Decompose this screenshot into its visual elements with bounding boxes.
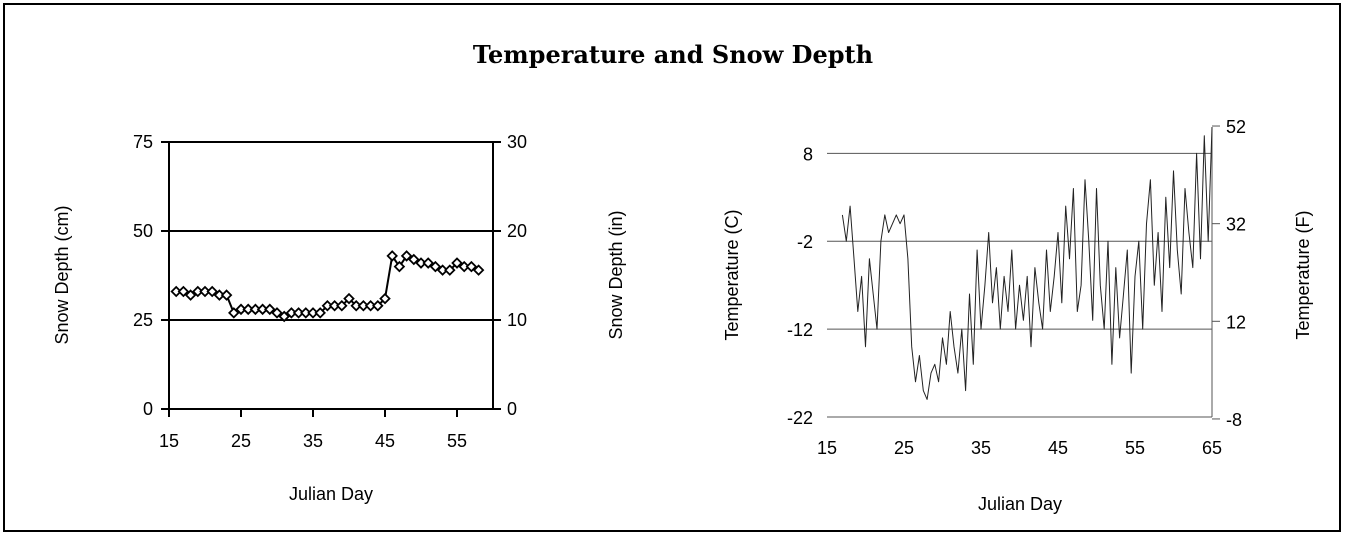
- snow-x-tick-label: 35: [303, 431, 323, 451]
- snow-x-tick-label: 15: [159, 431, 179, 451]
- temp-y2-tick-label: 52: [1226, 117, 1246, 137]
- snow-depth-point: [336, 299, 348, 312]
- temp-x-tick-label: 65: [1202, 438, 1222, 458]
- temp-y-tick-label: 8: [803, 144, 813, 164]
- snow-depth-point: [372, 299, 384, 312]
- snow-y2-axis-title: Snow Depth (in): [606, 210, 626, 339]
- snow-y-tick-label: 75: [133, 132, 153, 152]
- figure-frame: [3, 3, 1341, 532]
- temp-x-tick-label: 55: [1125, 438, 1145, 458]
- snow-depth-point: [429, 260, 442, 273]
- snow-x-tick-label: 55: [447, 431, 467, 451]
- snow-depth-point: [422, 257, 434, 269]
- snow-depth-point: [314, 307, 326, 319]
- snow-depth-point: [386, 250, 398, 262]
- temperature-line: [841, 126, 1213, 400]
- snow-y2-tick-label: 0: [507, 399, 517, 419]
- temp-y-axis-title: Temperature (C): [722, 209, 742, 340]
- snow-y-axis-title: Snow Depth (cm): [52, 205, 72, 344]
- snow-depth-point: [271, 307, 283, 319]
- snow-depth-point: [220, 289, 233, 301]
- snow-x-tick-label: 45: [375, 431, 395, 451]
- temp-y2-tick-label: -8: [1226, 410, 1242, 430]
- snow-y2-tick-label: 20: [507, 221, 527, 241]
- snow-depth-point: [278, 310, 290, 323]
- snow-depth-point: [343, 292, 355, 305]
- temp-x-tick-label: 25: [894, 438, 914, 458]
- snow-y-tick-label: 50: [133, 221, 153, 241]
- snow-depth-point: [451, 257, 463, 269]
- temp-y-tick-label: -2: [797, 232, 813, 252]
- snow-depth-point: [184, 289, 197, 301]
- snow-y2-tick-label: 30: [507, 132, 527, 152]
- snow-depth-point: [264, 303, 276, 316]
- snow-depth-point: [379, 292, 391, 305]
- temp-x-tick-label: 35: [971, 438, 991, 458]
- snow-depth-point: [393, 260, 406, 273]
- snow-depth-point: [408, 253, 420, 266]
- figure-title: Temperature and Snow Depth: [472, 40, 874, 69]
- temp-y-tick-label: -22: [787, 408, 813, 428]
- snow-depth-point: [465, 260, 478, 273]
- snow-x-axis-title: Julian Day: [289, 484, 373, 504]
- snow-y2-tick-label: 10: [507, 310, 527, 330]
- snow-depth-point: [228, 307, 240, 319]
- temp-x-axis-title: Julian Day: [978, 494, 1062, 514]
- snow-depth-point: [444, 264, 456, 276]
- snow-x-tick-label: 25: [231, 431, 251, 451]
- snow-y-tick-label: 0: [143, 399, 153, 419]
- temp-y2-axis-title: Temperature (F): [1293, 210, 1313, 339]
- snow-depth-point: [206, 285, 218, 298]
- temp-y2-tick-label: 12: [1226, 312, 1246, 332]
- temp-y2-tick-label: 32: [1226, 215, 1246, 235]
- snow-depth-point: [472, 264, 485, 276]
- temp-y-tick-label: -12: [787, 320, 813, 340]
- temp-x-tick-label: 45: [1048, 438, 1068, 458]
- temp-x-tick-label: 15: [817, 438, 837, 458]
- snow-depth-point: [177, 285, 190, 298]
- snow-y-tick-label: 25: [133, 310, 153, 330]
- snow-depth-point: [400, 250, 413, 262]
